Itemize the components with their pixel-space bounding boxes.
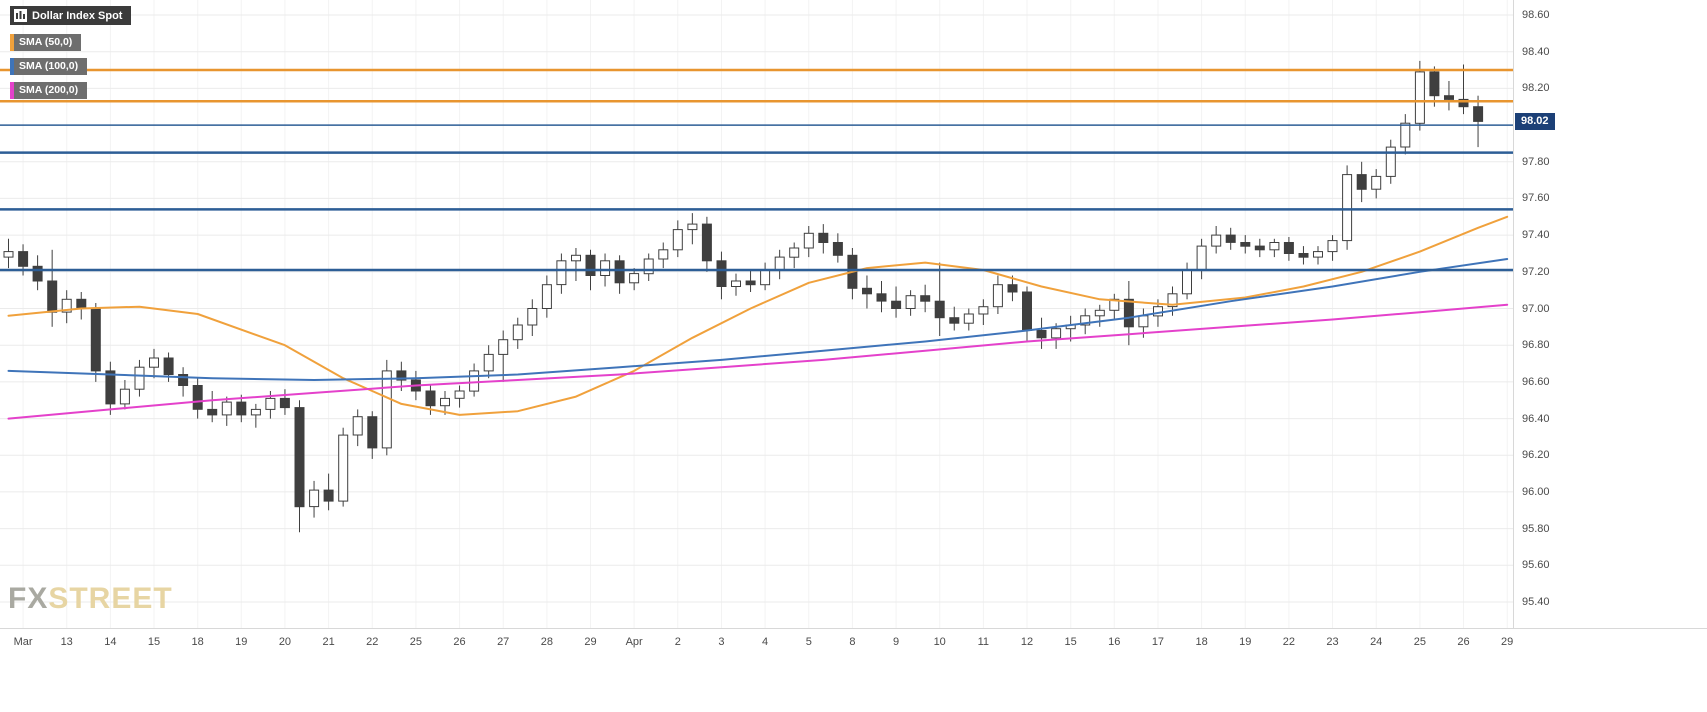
time-axis-label: 19 — [235, 636, 248, 648]
time-axis-label: 8 — [849, 636, 856, 648]
time-axis-label: 19 — [1239, 636, 1252, 648]
time-axis-label: 22 — [1282, 636, 1296, 648]
sma-label: SMA (100,0) — [19, 60, 79, 72]
time-axis-label: 3 — [718, 636, 725, 648]
time-axis-label: 18 — [1195, 636, 1208, 648]
time-axis-label: 12 — [1020, 636, 1034, 648]
time-axis-label: Mar — [13, 636, 33, 648]
time-axis-label: 29 — [584, 636, 597, 648]
time-axis-label: 11 — [977, 636, 990, 648]
price-axis-label: 96.20 — [1522, 449, 1550, 462]
price-axis-label: 96.60 — [1522, 375, 1550, 388]
candlestick-chart[interactable] — [0, 0, 1513, 628]
time-axis-label: 9 — [892, 636, 900, 648]
time-axis-label: 27 — [497, 636, 510, 648]
time-axis-label: 25 — [1413, 636, 1426, 648]
legend: Dollar Index Spot SMA (50,0) SMA (100,0) S… — [10, 6, 132, 99]
time-axis-label: 2 — [674, 636, 681, 648]
time-axis[interactable]: Mar 13 14 15 18 19 20 21 22 25 26 27 28 29 Apr 2 3 4 5 8 9 10… — [0, 628, 1707, 658]
symbol-name: Dollar Index Spot — [32, 9, 123, 22]
watermark-street: STREET — [48, 582, 173, 615]
fxstreet-watermark: FXSTREET — [8, 582, 173, 616]
time-axis-label: 26 — [453, 636, 466, 648]
sma-color-bar — [10, 58, 14, 75]
sma-color-bar — [10, 82, 14, 99]
price-axis-label: 97.00 — [1522, 302, 1550, 315]
watermark-fx: FX — [8, 582, 49, 615]
legend-sma-badge[interactable]: SMA (100,0) — [10, 58, 88, 75]
time-axis-label: 24 — [1370, 636, 1383, 648]
time-axis-label: 5 — [805, 636, 812, 648]
time-axis-label: 28 — [540, 636, 553, 648]
chart-icon — [14, 9, 27, 22]
price-axis-label: 98.40 — [1522, 45, 1550, 58]
time-axis-label: 15 — [1064, 636, 1077, 648]
price-axis-label: 95.40 — [1522, 596, 1550, 608]
time-axis-label: 29 — [1501, 636, 1514, 648]
price-axis-label: 98.60 — [1522, 9, 1550, 21]
sma-label: SMA (200,0) — [19, 84, 79, 96]
time-axis-label: 14 — [104, 636, 117, 648]
time-axis-label: 26 — [1457, 636, 1470, 648]
price-axis-label: 96.80 — [1522, 339, 1550, 352]
price-axis-label: 97.40 — [1522, 229, 1550, 242]
time-axis-label: 16 — [1108, 636, 1121, 648]
time-axis-label: 17 — [1151, 636, 1165, 648]
price-axis-label: 95.80 — [1522, 522, 1550, 535]
price-axis-label: 96.00 — [1522, 485, 1550, 498]
time-axis-label: 13 — [60, 636, 73, 648]
time-axis-label: 23 — [1326, 636, 1339, 648]
time-axis-label: 18 — [191, 636, 204, 648]
time-axis-label: 22 — [366, 636, 379, 648]
price-axis-label: 96.40 — [1522, 412, 1550, 425]
time-axis-label: 20 — [278, 636, 292, 648]
legend-sma-badge[interactable]: SMA (200,0) — [10, 82, 88, 99]
sma-color-bar — [10, 34, 14, 51]
price-axis-label: 95.60 — [1522, 559, 1550, 572]
symbol-badge[interactable]: Dollar Index Spot — [10, 6, 132, 25]
chart-plot-area — [0, 0, 1513, 628]
time-axis-label: Apr — [625, 636, 643, 648]
sma-label: SMA (50,0) — [19, 36, 73, 48]
time-axis-label: 10 — [933, 636, 946, 648]
price-axis-label: 98.20 — [1522, 82, 1550, 95]
time-axis-label: 21 — [322, 636, 335, 648]
time-axis-label: 4 — [762, 636, 769, 648]
price-axis[interactable]: 98.02 98.6098.4098.2098.0097.8097.6097.4… — [1513, 0, 1707, 628]
time-axis-label: 25 — [409, 636, 423, 648]
price-axis-label: 97.80 — [1522, 155, 1550, 168]
price-axis-label: 97.20 — [1522, 265, 1550, 278]
price-axis-label: 97.60 — [1522, 192, 1550, 205]
time-axis-label: 15 — [147, 636, 161, 648]
indicator-legend-list: SMA (50,0) SMA (100,0) SMA (200,0) — [10, 34, 131, 99]
legend-sma-badge[interactable]: SMA (50,0) — [10, 34, 82, 51]
last-price-badge: 98.02 — [1515, 112, 1555, 130]
